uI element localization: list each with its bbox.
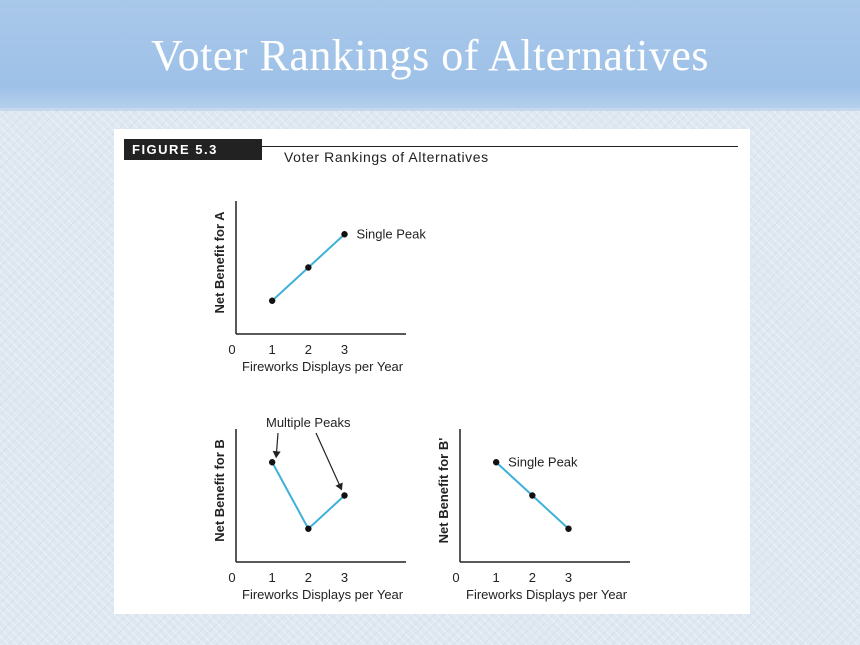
annotation-label: Single Peak: [508, 454, 578, 469]
data-point: [305, 264, 312, 271]
figure-rule: [262, 146, 738, 147]
x-tick-label: 0: [452, 570, 459, 585]
x-tick-label: 2: [305, 570, 312, 585]
data-point: [565, 525, 572, 532]
y-axis-label: Net Benefit for B: [212, 439, 227, 542]
slide-title: Voter Rankings of Alternatives: [151, 31, 709, 80]
x-tick-label: 0: [228, 342, 235, 357]
chart-2: 0 1 2 3 Fireworks Displays per Year Net Benef…: [212, 415, 406, 602]
figure-panel: FIGURE 5.3 Voter Rankings of Alternative…: [114, 129, 750, 614]
header-band: Voter Rankings of Alternatives: [0, 0, 860, 111]
x-tick-label: 0: [228, 570, 235, 585]
data-point: [529, 492, 536, 499]
x-tick-label: 3: [341, 570, 348, 585]
chart-1: 0 1 2 3 Fireworks Displays per Year Net Benef…: [212, 201, 426, 374]
data-point: [492, 459, 500, 466]
charts-svg: 0 1 2 3 Fireworks Displays per Year Net Benef…: [212, 201, 630, 602]
y-axis-label: Net Benefit for B': [436, 438, 451, 544]
data-point: [305, 525, 312, 532]
chart-3: 0 1 2 3 Fireworks Displays per Year Net Benef…: [436, 429, 630, 602]
data-point: [341, 492, 348, 499]
x-tick-label: 2: [305, 342, 312, 357]
x-axis-label: Fireworks Displays per Year: [242, 587, 404, 602]
x-tick-label: 3: [341, 342, 348, 357]
figure-caption: Voter Rankings of Alternatives: [284, 149, 489, 165]
data-point: [268, 459, 276, 466]
annotation-label: Single Peak: [357, 226, 427, 241]
data-point: [268, 297, 276, 304]
annotation-arrow: [315, 432, 343, 491]
annotation-arrow: [272, 432, 281, 459]
x-tick-label: 1: [493, 570, 500, 585]
x-tick-label: 1: [269, 570, 276, 585]
y-axis-label: Net Benefit for A: [212, 211, 227, 314]
figure-label: FIGURE 5.3: [124, 139, 262, 160]
x-tick-label: 3: [565, 570, 572, 585]
x-axis-label: Fireworks Displays per Year: [466, 587, 628, 602]
x-tick-label: 2: [529, 570, 536, 585]
annotation-label: Multiple Peaks: [266, 415, 351, 430]
x-tick-label: 1: [269, 342, 276, 357]
x-axis-label: Fireworks Displays per Year: [242, 359, 404, 374]
data-point: [341, 231, 348, 238]
